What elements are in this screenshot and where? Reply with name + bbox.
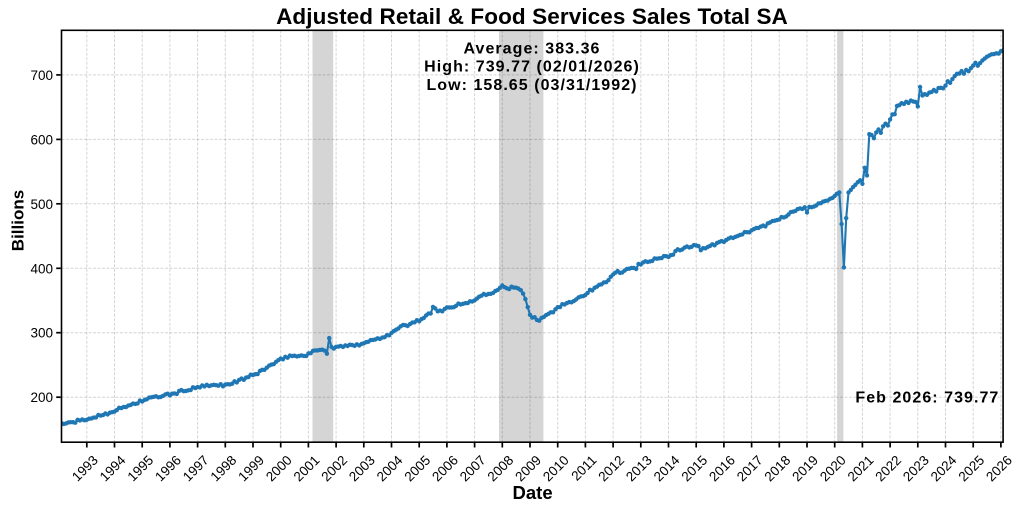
svg-text:Low: 158.65 (03/31/1992): Low: 158.65 (03/31/1992) [426, 77, 637, 94]
svg-text:700: 700 [30, 68, 53, 83]
svg-text:Date: Date [513, 482, 553, 503]
svg-text:Average: 383.36: Average: 383.36 [463, 41, 600, 58]
svg-text:500: 500 [30, 197, 53, 212]
svg-text:Adjusted Retail & Food Service: Adjusted Retail & Food Services Sales To… [276, 4, 788, 29]
svg-text:200: 200 [30, 390, 53, 405]
svg-text:300: 300 [30, 326, 53, 341]
svg-text:High: 739.77 (02/01/2026): High: 739.77 (02/01/2026) [424, 59, 640, 76]
svg-text:Feb 2026: 739.77: Feb 2026: 739.77 [855, 390, 999, 407]
svg-text:600: 600 [30, 132, 53, 147]
svg-text:Billions: Billions [9, 190, 28, 251]
svg-text:400: 400 [30, 261, 53, 276]
